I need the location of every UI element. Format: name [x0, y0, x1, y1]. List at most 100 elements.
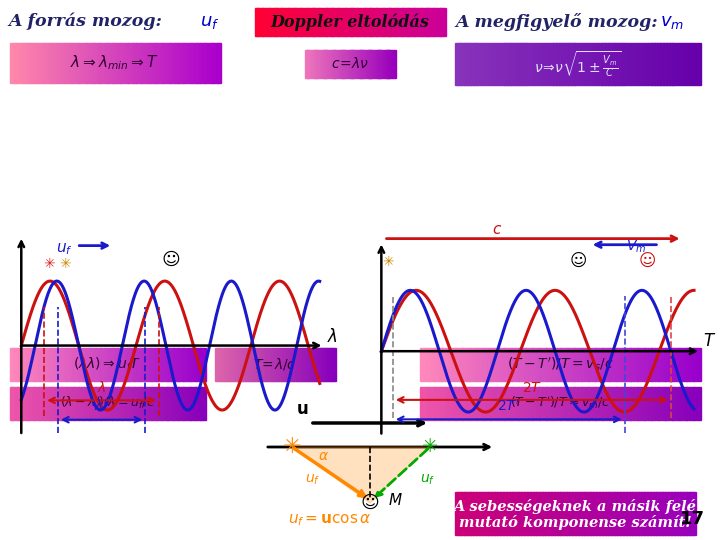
Bar	[359, 50, 361, 78]
Bar	[100, 348, 103, 381]
Bar	[596, 492, 600, 535]
Bar	[407, 8, 410, 36]
Bar	[166, 348, 169, 381]
Bar	[348, 8, 351, 36]
Bar	[369, 8, 372, 36]
Bar	[338, 50, 341, 78]
Bar	[317, 348, 319, 381]
Bar	[331, 8, 334, 36]
Bar	[575, 492, 578, 535]
Bar	[142, 348, 145, 381]
Bar	[349, 50, 351, 78]
Bar	[356, 50, 359, 78]
Bar	[274, 348, 276, 381]
Bar	[549, 387, 554, 420]
Bar	[476, 492, 480, 535]
Bar	[330, 50, 331, 78]
Bar	[548, 492, 552, 535]
Bar	[567, 387, 571, 420]
Bar	[641, 387, 644, 420]
Bar	[498, 43, 501, 85]
Bar	[50, 43, 53, 83]
Bar	[352, 8, 355, 36]
Bar	[230, 348, 232, 381]
Bar	[183, 387, 186, 420]
Bar	[125, 43, 129, 83]
Bar	[680, 492, 683, 535]
Bar	[308, 50, 310, 78]
Bar	[326, 348, 328, 381]
Bar	[127, 348, 130, 381]
Bar	[634, 387, 637, 420]
Bar	[574, 348, 578, 381]
Bar	[161, 387, 164, 420]
Bar	[595, 387, 599, 420]
Bar	[575, 43, 578, 85]
Bar	[382, 50, 384, 78]
Bar	[279, 8, 282, 36]
Bar	[40, 348, 42, 381]
Bar	[146, 348, 150, 381]
Bar	[361, 50, 363, 78]
Bar	[497, 387, 501, 420]
Text: $v_m$: $v_m$	[660, 13, 684, 31]
Bar	[139, 43, 142, 83]
Bar	[51, 348, 55, 381]
Bar	[660, 43, 664, 85]
Bar	[624, 43, 627, 85]
Bar	[22, 348, 25, 381]
Bar	[521, 387, 526, 420]
Bar	[83, 348, 86, 381]
Bar	[532, 348, 536, 381]
Bar	[188, 348, 191, 381]
Bar	[176, 43, 179, 83]
Bar	[619, 387, 624, 420]
Bar	[602, 348, 606, 381]
Text: $u_f$: $u_f$	[55, 241, 73, 257]
Bar	[298, 8, 301, 36]
Bar	[675, 348, 680, 381]
Bar	[651, 348, 655, 381]
Bar	[557, 492, 560, 535]
Bar	[553, 387, 557, 420]
Bar	[405, 8, 408, 36]
Bar	[144, 387, 147, 420]
Bar	[291, 8, 294, 36]
Bar	[368, 50, 369, 78]
Bar	[59, 348, 62, 381]
Bar	[504, 348, 508, 381]
Bar	[501, 43, 505, 85]
Bar	[210, 43, 212, 83]
Bar	[638, 492, 642, 535]
Bar	[441, 387, 445, 420]
Bar	[212, 43, 215, 83]
Bar	[76, 348, 78, 381]
Bar	[217, 348, 218, 381]
Bar	[19, 348, 23, 381]
Bar	[105, 387, 108, 420]
Bar	[526, 43, 529, 85]
Bar	[320, 50, 321, 78]
Bar	[390, 50, 392, 78]
Bar	[593, 492, 596, 535]
Bar	[27, 387, 30, 420]
Bar	[668, 387, 672, 420]
Bar	[536, 492, 539, 535]
Bar	[581, 348, 585, 381]
Bar	[312, 348, 315, 381]
Bar	[173, 43, 176, 83]
Bar	[286, 8, 289, 36]
Bar	[200, 387, 203, 420]
Bar	[93, 387, 96, 420]
Bar	[578, 492, 582, 535]
Bar	[325, 50, 327, 78]
Bar	[198, 387, 201, 420]
Bar	[305, 8, 307, 36]
Text: A sebességeknek a másik felé: A sebességeknek a másik felé	[454, 500, 696, 515]
Bar	[15, 348, 18, 381]
Bar	[76, 387, 78, 420]
Bar	[35, 348, 37, 381]
Bar	[633, 43, 636, 85]
Bar	[641, 492, 644, 535]
Bar	[276, 8, 279, 36]
